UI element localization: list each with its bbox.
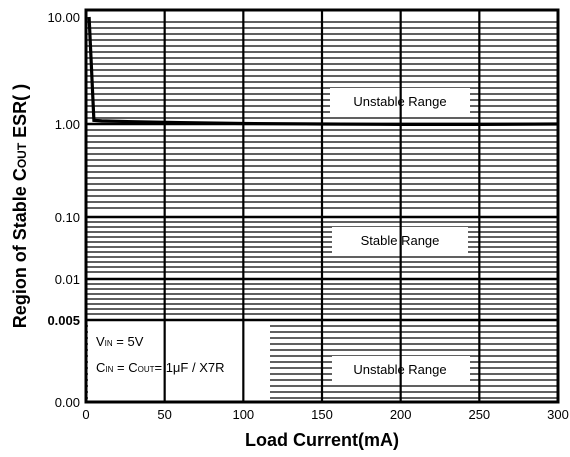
y-tick-labels: 10.00 1.00 0.10 0.01 0.005 0.00 [47, 10, 80, 410]
y-tick-label: 0.01 [55, 272, 80, 287]
y-tick-label: 0.005 [47, 313, 80, 328]
x-tick-label: 50 [157, 407, 171, 422]
y-tick-label: 1.00 [55, 117, 80, 132]
x-tick-label: 300 [547, 407, 569, 422]
curve-group [87, 16, 559, 127]
x-axis-label: Load Current(mA) [245, 430, 399, 450]
condition-cap: CIN = COUT= 1μF / X7R [96, 360, 225, 375]
x-tick-label: 100 [232, 407, 254, 422]
condition-vin: VIN = 5V [96, 334, 144, 349]
grid [86, 10, 558, 402]
x-tick-label: 0 [82, 407, 89, 422]
region-label: Unstable Range [353, 94, 446, 109]
region-labels: Unstable Range Stable Range Unstable Range [353, 94, 446, 377]
label-mask [88, 322, 270, 402]
conditions-box: VIN = 5V CIN = COUT= 1μF / X7R [96, 334, 225, 375]
y-tick-label: 10.00 [47, 10, 80, 25]
stability-boundary-line [87, 16, 559, 127]
region-label: Stable Range [361, 233, 440, 248]
plot-frame [84, 8, 560, 404]
x-tick-label: 200 [390, 407, 412, 422]
x-tick-labels: 0 50 100 150 200 250 300 [82, 407, 568, 422]
region-label: Unstable Range [353, 362, 446, 377]
x-tick-label: 250 [468, 407, 490, 422]
y-tick-label: 0.10 [55, 210, 80, 225]
y-axis-label: Region of Stable COUT ESR( ) [10, 84, 30, 328]
x-tick-label: 150 [311, 407, 333, 422]
y-tick-label: 0.00 [55, 395, 80, 410]
